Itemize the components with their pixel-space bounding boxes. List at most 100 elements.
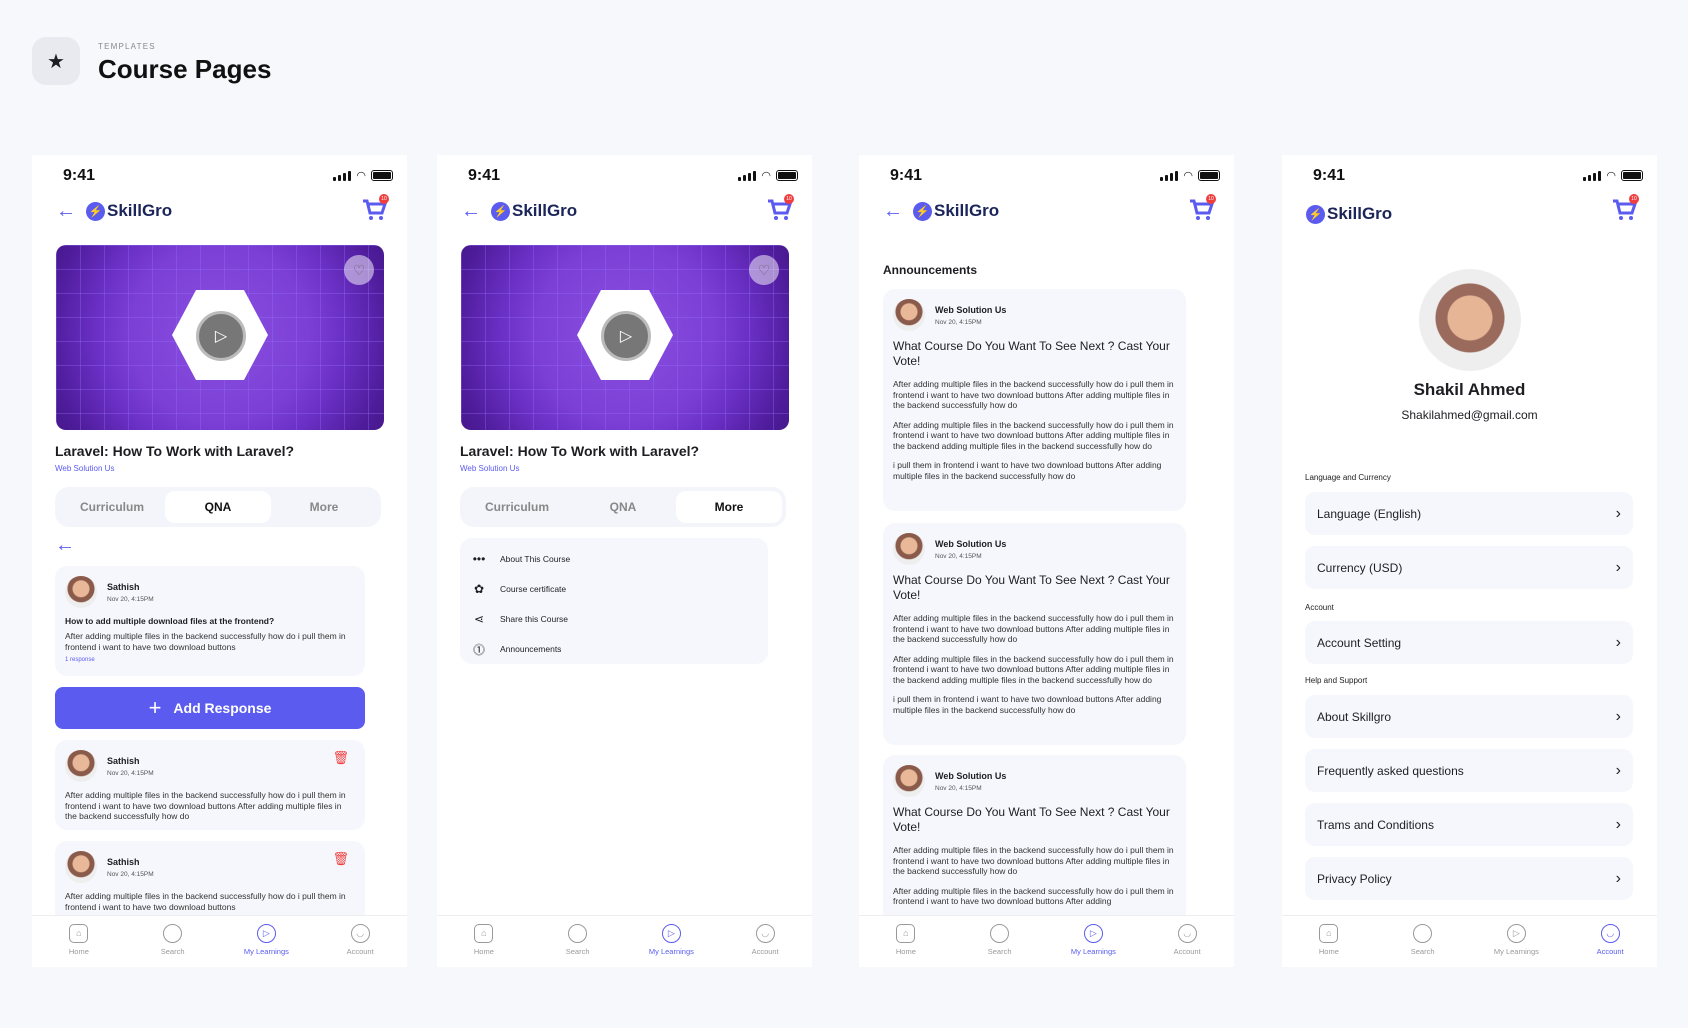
announcements-heading: Announcements — [883, 263, 978, 277]
announcement-card[interactable]: Web Solution Us Nov 20, 4:15PM What Cours… — [883, 289, 1186, 511]
cart-icon — [1613, 199, 1638, 220]
nav-my-learnings[interactable]: ▷ My Learnings — [625, 916, 719, 967]
tab-more[interactable]: More — [676, 491, 782, 523]
question-card[interactable]: Sathish Nov 20, 4:15PM How to add multipl… — [55, 566, 365, 676]
back-arrow-icon[interactable]: ← — [56, 200, 76, 222]
qna-back-arrow-icon[interactable]: ← — [55, 534, 75, 556]
nav-my-learnings[interactable]: ▷ My Learnings — [220, 916, 314, 967]
row-about[interactable]: About Skillgro › — [1305, 695, 1633, 738]
menu-item-announcements[interactable]: ⓵ Announcements — [470, 634, 758, 664]
battery-icon — [371, 170, 393, 181]
add-response-button[interactable]: + Add Response — [55, 687, 365, 729]
brand-logo: ⚡ SkillGro — [1306, 204, 1392, 224]
section-help: Help and Support — [1305, 676, 1368, 685]
share-icon: ⋖ — [473, 612, 485, 626]
play-icon[interactable]: ▷ — [601, 311, 651, 361]
wishlist-heart-icon[interactable]: ♡ — [749, 255, 779, 285]
profile-avatar — [1419, 269, 1521, 371]
search-icon — [568, 924, 588, 943]
nav-search[interactable]: Search — [953, 916, 1047, 967]
back-arrow-icon[interactable]: ← — [883, 200, 903, 222]
more-menu: ••• About This Course ✿ Course certificate… — [460, 538, 768, 664]
nav-account[interactable]: ◡ Account — [1140, 916, 1234, 967]
nav-home[interactable]: ⌂ Home — [859, 916, 953, 967]
status-time: 9:41 — [63, 167, 96, 184]
announcement-paragraph: After adding multiple files in the backe… — [893, 419, 1174, 451]
cart-button[interactable]: 10 — [1611, 194, 1639, 223]
course-video-thumbnail[interactable]: ▷ ♡ — [461, 245, 789, 430]
menu-item-certificate[interactable]: ✿ Course certificate — [470, 574, 758, 604]
nav-search[interactable]: Search — [1376, 916, 1470, 967]
cart-button[interactable]: 10 — [766, 194, 794, 223]
play-icon[interactable]: ▷ — [196, 311, 246, 361]
wifi-icon: ◠ — [356, 170, 366, 182]
play-circle-icon: ▷ — [256, 924, 276, 943]
phone-account: 9:41 ◠ 10 ⚡ SkillGro Shakil Ahmed Shakila… — [1282, 155, 1657, 967]
announcement-card[interactable]: Web Solution Us Nov 20, 4:15PM What Cours… — [883, 523, 1186, 745]
course-tabs: Curriculum QNA More — [460, 487, 786, 527]
nav-my-learnings[interactable]: ▷ My Learnings — [1470, 916, 1564, 967]
tab-more[interactable]: More — [309, 500, 339, 514]
nav-home[interactable]: ⌂ Home — [437, 916, 531, 967]
row-privacy[interactable]: Privacy Policy › — [1305, 857, 1633, 900]
chevron-right-icon: › — [1615, 633, 1621, 651]
bottom-nav: ⌂ Home Search ▷ My Learnings ◡ Account — [859, 915, 1234, 967]
back-arrow-icon[interactable]: ← — [461, 200, 481, 222]
cart-icon — [1190, 199, 1215, 220]
announcement-paragraph: i pull them in frontend i want to have t… — [893, 694, 1162, 715]
nav-search[interactable]: Search — [531, 916, 625, 967]
menu-item-share[interactable]: ⋖ Share this Course — [470, 604, 758, 634]
tab-curriculum[interactable]: Curriculum — [79, 500, 144, 514]
nav-account[interactable]: ◡ Account — [1563, 916, 1657, 967]
menu-item-about[interactable]: ••• About This Course — [470, 544, 758, 574]
nav-home[interactable]: ⌂ Home — [1282, 916, 1376, 967]
home-icon: ⌂ — [1319, 924, 1339, 943]
course-author[interactable]: Web Solution Us — [55, 464, 115, 473]
cart-icon — [768, 199, 793, 220]
row-currency[interactable]: Currency (USD) › — [1305, 546, 1633, 589]
nav-my-learnings[interactable]: ▷ My Learnings — [1047, 916, 1141, 967]
home-icon: ⌂ — [896, 924, 916, 943]
tab-qna[interactable]: QNA — [165, 491, 271, 523]
wishlist-heart-icon[interactable]: ♡ — [344, 255, 374, 285]
announcement-paragraph: After adding multiple files in the backe… — [893, 379, 1174, 410]
home-icon: ⌂ — [69, 924, 89, 943]
cart-button[interactable]: 10 — [361, 194, 389, 223]
trash-icon[interactable]: 🗑 — [332, 750, 349, 765]
cart-icon — [363, 199, 388, 220]
star-icon: ★ — [32, 37, 80, 85]
user-icon: ◡ — [1177, 924, 1197, 943]
signal-icon — [1160, 170, 1179, 181]
wifi-icon: ◠ — [761, 170, 771, 182]
signal-icon — [1583, 170, 1602, 181]
battery-icon — [1621, 170, 1643, 181]
nav-home[interactable]: ⌂ Home — [32, 916, 126, 967]
row-language[interactable]: Language (English) › — [1305, 492, 1633, 535]
announcement-paragraph: After adding multiple files in the backe… — [893, 885, 1174, 907]
nav-account[interactable]: ◡ Account — [313, 916, 407, 967]
avatar — [893, 533, 925, 565]
row-account-setting[interactable]: Account Setting › — [1305, 621, 1633, 664]
nav-account[interactable]: ◡ Account — [718, 916, 812, 967]
course-video-thumbnail[interactable]: ▷ ♡ — [56, 245, 384, 430]
course-title: Laravel: How To Work with Laravel? — [460, 443, 700, 459]
response-count[interactable]: 1 response — [65, 657, 95, 663]
tab-qna[interactable]: QNA — [609, 500, 637, 514]
search-icon — [163, 924, 183, 943]
status-icons: ◠ — [1160, 169, 1220, 182]
reply-card: Sathish Nov 20, 4:15PM 🗑 After adding mul… — [55, 740, 365, 830]
alert-icon: ⓵ — [472, 642, 485, 657]
cart-button[interactable]: 10 — [1188, 194, 1216, 223]
profile-name: Shakil Ahmed — [1413, 380, 1526, 399]
row-faq[interactable]: Frequently asked questions › — [1305, 749, 1633, 792]
play-circle-icon: ▷ — [1506, 924, 1526, 943]
trash-icon[interactable]: 🗑 — [332, 851, 349, 866]
section-language-currency: Language and Currency — [1305, 473, 1391, 482]
row-terms[interactable]: Trams and Conditions › — [1305, 803, 1633, 846]
tab-curriculum[interactable]: Curriculum — [484, 500, 549, 514]
user-icon: ◡ — [1600, 924, 1620, 943]
announcement-title: What Course Do You Want To See Next ? Ca… — [893, 339, 1170, 368]
search-icon — [990, 924, 1010, 943]
course-author[interactable]: Web Solution Us — [460, 464, 520, 473]
nav-search[interactable]: Search — [126, 916, 220, 967]
